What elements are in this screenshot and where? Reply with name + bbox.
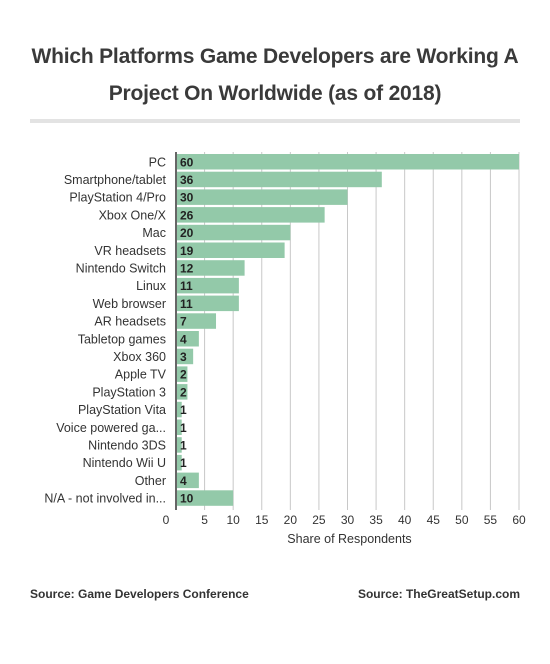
x-tick-label: 0 (163, 513, 170, 527)
x-tick-label: 5 (201, 513, 208, 527)
category-label: Xbox 360 (113, 350, 166, 364)
value-label: 3 (180, 350, 187, 364)
x-tick-label: 30 (341, 513, 355, 527)
bar (177, 437, 182, 453)
value-label: 30 (180, 191, 194, 205)
x-tick-label: 40 (398, 513, 412, 527)
x-tick-label: 45 (427, 513, 441, 527)
category-label: Mac (142, 226, 166, 240)
category-label: Voice powered ga... (56, 421, 166, 435)
bar (177, 419, 182, 435)
bar (177, 366, 188, 382)
value-label: 1 (180, 438, 187, 452)
category-label: Linux (136, 279, 167, 293)
value-label: 11 (180, 297, 193, 311)
bar (177, 154, 519, 170)
chart-title-line-1: Which Platforms Game Developers are Work… (31, 45, 519, 68)
value-label: 1 (180, 421, 187, 435)
bar (177, 401, 182, 418)
value-label: 2 (180, 368, 187, 382)
category-label: PlayStation Vita (78, 403, 166, 417)
x-axis-title: Share of Respondents (287, 532, 411, 546)
category-label: PC (149, 155, 166, 169)
category-label: Other (135, 474, 166, 488)
value-label: 26 (180, 208, 194, 222)
chart-title: Which Platforms Game Developers are Work… (20, 38, 530, 112)
x-tick-label: 15 (255, 513, 269, 527)
value-label: 4 (180, 474, 187, 488)
value-label: 12 (180, 261, 194, 275)
x-tick-label: 55 (484, 513, 498, 527)
bar (177, 242, 285, 258)
value-label: 7 (180, 315, 187, 329)
value-label: 1 (180, 456, 187, 470)
bar (177, 472, 199, 489)
bar (177, 331, 199, 347)
category-label: AR headsets (94, 315, 166, 329)
category-label: VR headsets (94, 244, 166, 258)
bar (177, 189, 348, 205)
x-tick-label: 25 (312, 513, 326, 527)
value-label: 36 (180, 173, 194, 187)
source-right: Source: TheGreatSetup.com (357, 587, 520, 601)
bar (177, 277, 239, 294)
value-label: 2 (180, 385, 187, 399)
x-tick-label: 60 (512, 513, 526, 527)
category-label: PlayStation 4/Pro (69, 191, 166, 205)
x-tick-label: 10 (226, 513, 240, 527)
bar (177, 295, 239, 312)
chart-title-line-2: Project On Worldwide (as of 2018) (108, 82, 442, 105)
value-label: 10 (180, 492, 194, 506)
value-label: 4 (180, 332, 187, 346)
value-label: 19 (180, 244, 194, 258)
x-tick-label: 35 (369, 513, 383, 527)
title-divider (30, 119, 520, 123)
x-tick-label: 20 (284, 513, 298, 527)
bar (177, 224, 291, 241)
category-label: Tabletop games (78, 332, 166, 346)
bar (177, 490, 234, 506)
value-label: 1 (180, 403, 187, 417)
bar (177, 348, 194, 365)
category-label: Web browser (93, 297, 166, 311)
bar (177, 454, 182, 471)
bar (177, 207, 325, 223)
bar (177, 171, 382, 188)
category-label: N/A - not involved in... (44, 492, 166, 506)
category-label: Nintendo 3DS (88, 438, 166, 452)
value-label: 11 (180, 279, 193, 293)
bar (177, 384, 188, 400)
x-tick-label: 50 (455, 513, 469, 527)
category-label: Xbox One/X (99, 208, 167, 222)
source-left: Source: Game Developers Conference (30, 587, 249, 601)
value-label: 20 (180, 226, 194, 240)
bar (177, 260, 245, 276)
value-label: 60 (180, 155, 194, 169)
category-label: Nintendo Wii U (83, 456, 166, 470)
category-label: PlayStation 3 (92, 385, 166, 399)
category-label: Nintendo Switch (76, 261, 166, 275)
category-label: Smartphone/tablet (64, 173, 167, 187)
bar (177, 313, 217, 329)
category-label: Apple TV (115, 368, 167, 382)
